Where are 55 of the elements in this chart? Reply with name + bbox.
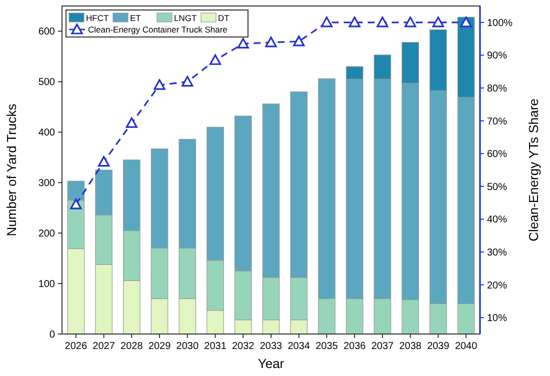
y2-tick-label: 100% bbox=[487, 18, 513, 29]
point bbox=[460, 16, 472, 28]
point bbox=[182, 76, 194, 87]
x-tick-label: 2026 bbox=[64, 341, 88, 352]
y-tick-label: 300 bbox=[38, 178, 56, 190]
point bbox=[265, 36, 277, 48]
point bbox=[432, 16, 444, 28]
x-tick-label: 2033 bbox=[260, 341, 283, 352]
x-tick-label: 2028 bbox=[120, 341, 144, 352]
y-tick-label: 500 bbox=[38, 77, 56, 88]
y-tick-label: 600 bbox=[38, 26, 56, 38]
point bbox=[320, 16, 333, 28]
point bbox=[348, 16, 360, 28]
legend-label: DT bbox=[218, 12, 230, 23]
y2-tick-label: 90% bbox=[487, 50, 508, 62]
y2-tick-label: 50% bbox=[487, 182, 508, 193]
y-tick-label: 0 bbox=[49, 330, 56, 340]
x-axis-title: Year bbox=[258, 356, 285, 371]
x-tick-label: 2027 bbox=[92, 341, 116, 352]
point bbox=[404, 16, 416, 28]
y-tick-label: 200 bbox=[38, 228, 56, 240]
y2-tick-label: 40% bbox=[487, 214, 508, 226]
point bbox=[70, 198, 82, 210]
x-tick-label: 2038 bbox=[399, 341, 422, 352]
x-tick-label: 2031 bbox=[204, 341, 227, 352]
point bbox=[209, 54, 222, 65]
point bbox=[376, 16, 388, 28]
legend-label: Clean-Energy Container Truck Share bbox=[88, 24, 228, 34]
y2-axis-title: Clean-Energy YTs Share bbox=[526, 98, 541, 242]
y2-tick-label: 70% bbox=[487, 116, 508, 128]
y-tick-label: 100 bbox=[38, 279, 56, 290]
legend-label: HFCT bbox=[86, 12, 109, 23]
x-tick-label: 2032 bbox=[232, 341, 255, 352]
y2-tick-label: 60% bbox=[487, 149, 508, 160]
point bbox=[237, 38, 249, 49]
point bbox=[98, 156, 110, 167]
x-tick-label: 2034 bbox=[288, 341, 310, 352]
point bbox=[293, 36, 305, 46]
point bbox=[126, 117, 138, 128]
x-tick-label: 2035 bbox=[316, 341, 338, 352]
y-tick-label: 400 bbox=[38, 128, 56, 139]
x-tick-label: 2030 bbox=[176, 341, 199, 352]
point bbox=[154, 79, 166, 90]
y2-tick-label: 10% bbox=[487, 313, 508, 324]
legend-label: ET bbox=[130, 12, 141, 23]
y2-tick-label: 80% bbox=[487, 84, 508, 94]
y2-tick-label: 30% bbox=[487, 248, 508, 258]
y-axis-title: Number of Yard Trucks bbox=[4, 103, 19, 236]
x-tick-label: 2036 bbox=[343, 341, 366, 352]
x-tick-label: 2039 bbox=[427, 341, 450, 352]
x-tick-label: 2040 bbox=[454, 341, 478, 352]
x-tick-label: 2037 bbox=[371, 341, 394, 352]
legend-label: LNGT bbox=[174, 12, 197, 23]
x-tick-label: 2029 bbox=[148, 341, 172, 352]
y2-tick-label: 20% bbox=[487, 280, 508, 292]
